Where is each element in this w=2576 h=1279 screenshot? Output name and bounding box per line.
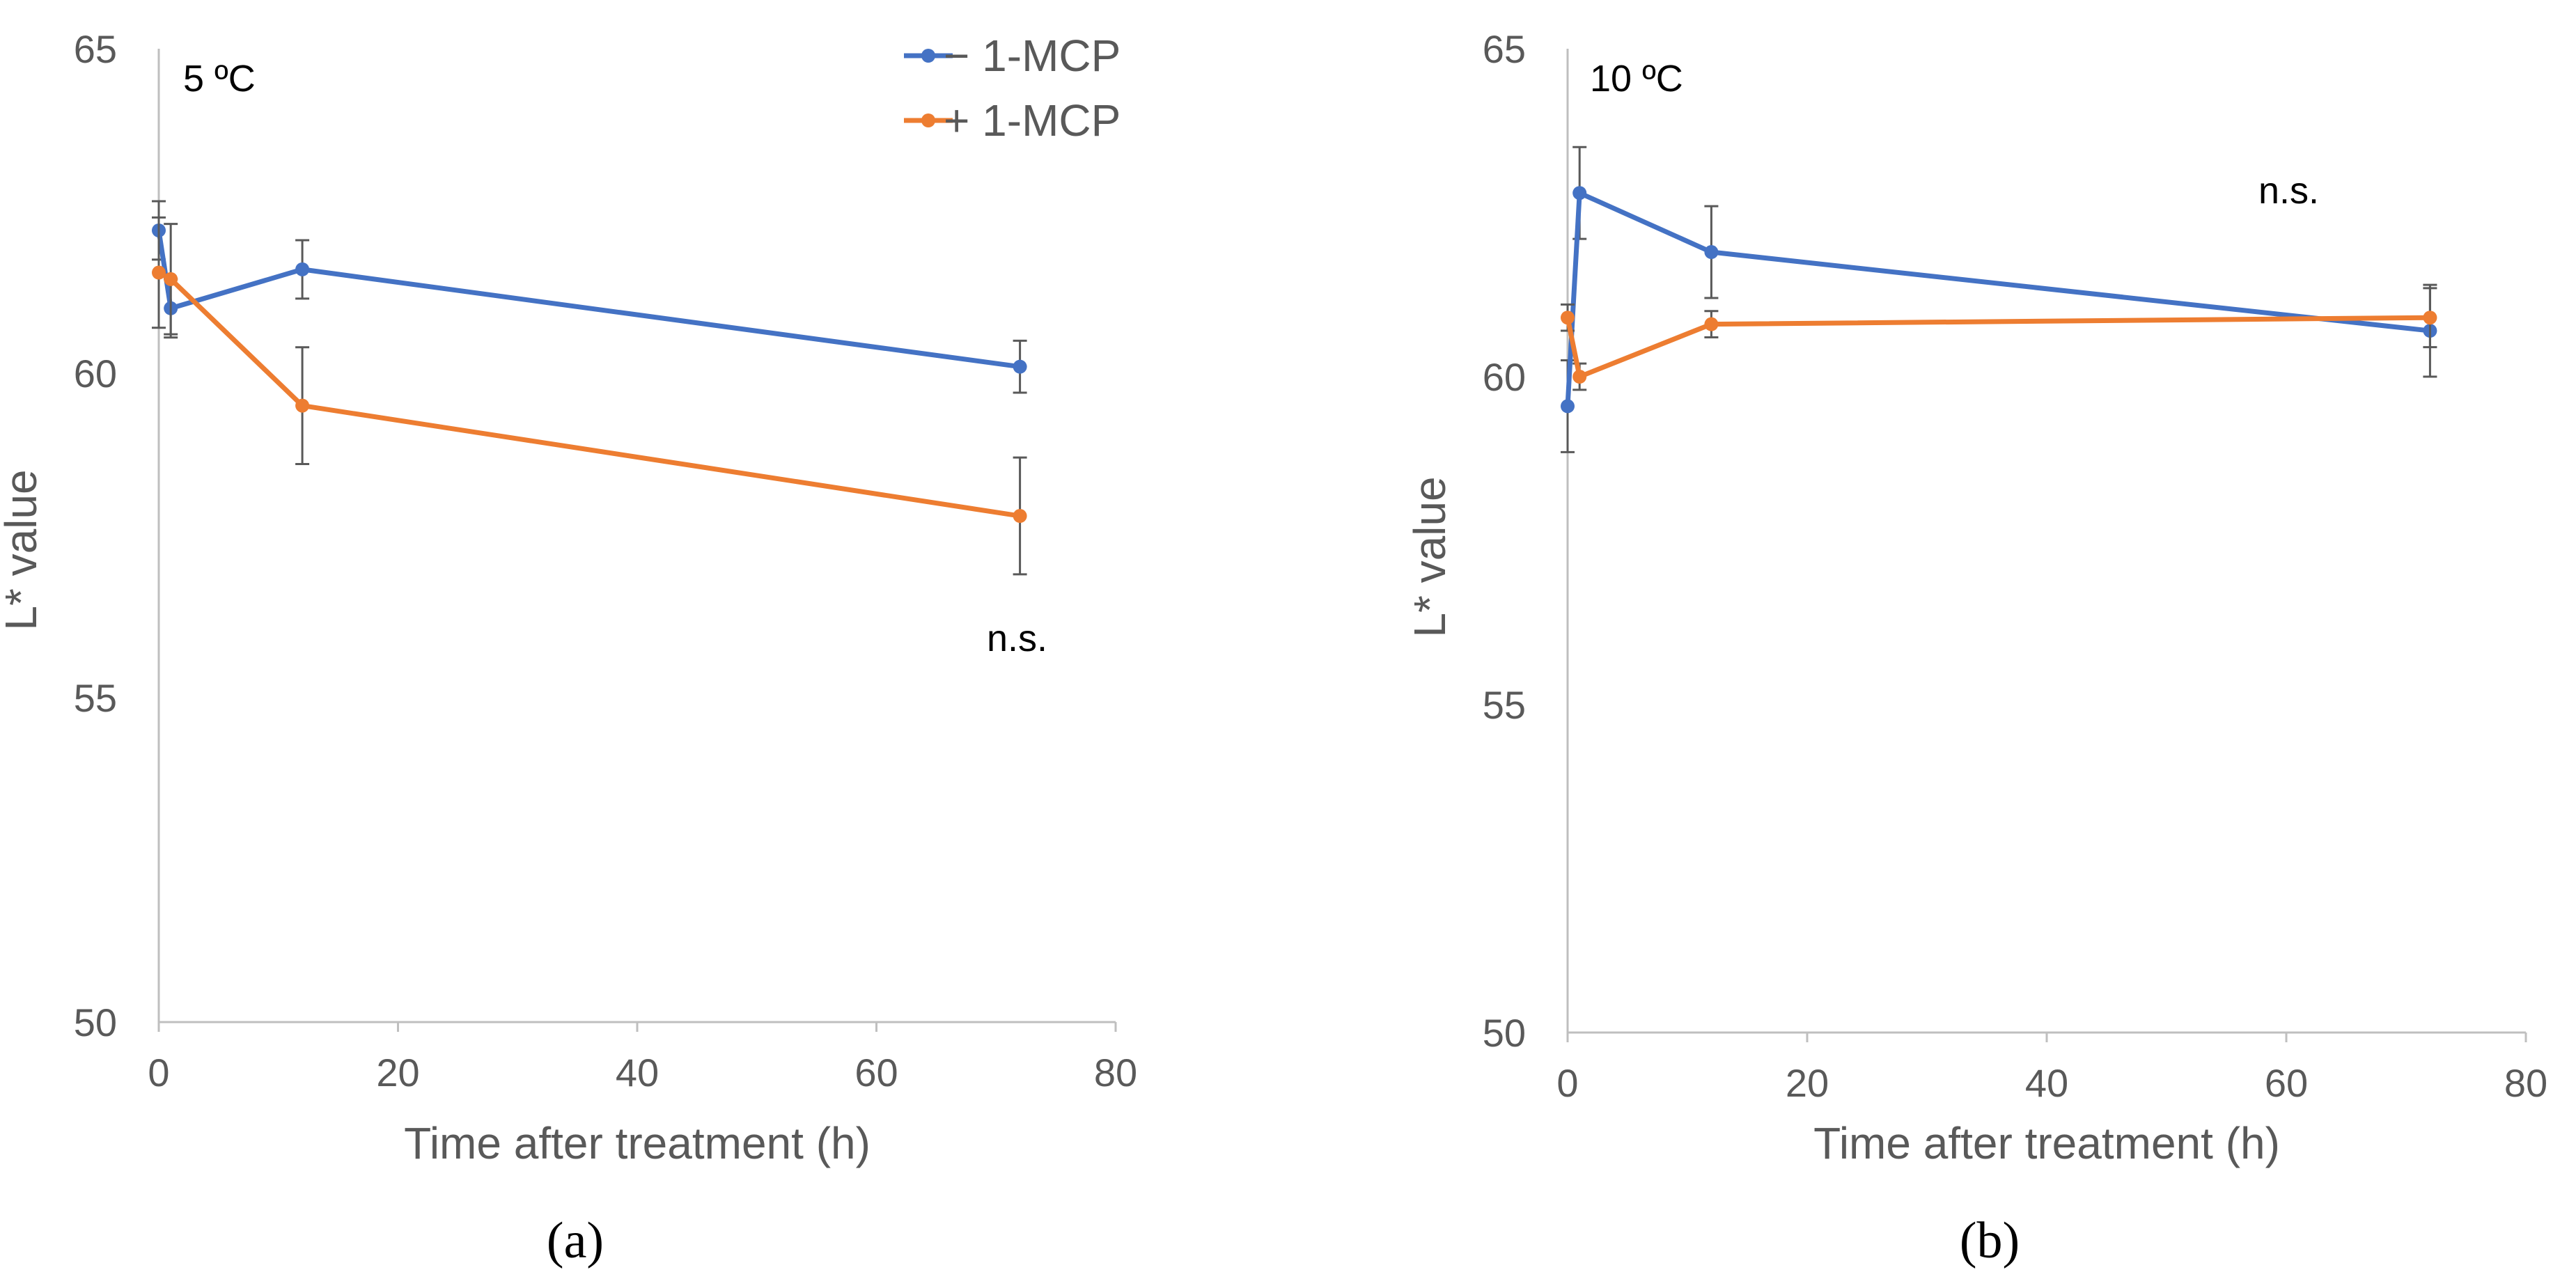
x-axis-title: Time after treatment (h) — [404, 1118, 871, 1168]
legend: − 1-MCP + 1-MCP — [904, 31, 1121, 146]
x-tick-label: 60 — [854, 1051, 898, 1094]
x-tick-label: 0 — [1556, 1061, 1578, 1105]
x-axis-title: Time after treatment (h) — [1813, 1118, 2280, 1168]
y-tick-label: 60 — [1483, 355, 1526, 399]
series-line-minus-1-mcp — [156, 230, 1021, 370]
y-tick-label: 50 — [74, 1001, 117, 1044]
data-point-plus-1-mcp — [2423, 311, 2437, 325]
y-tick-label: 60 — [74, 352, 117, 395]
data-point-plus-1-mcp — [1704, 317, 1719, 331]
x-tick-label: 40 — [616, 1051, 659, 1094]
panel-label: (a) — [547, 1212, 604, 1269]
temperature-annotation: 5 ºC — [183, 58, 256, 100]
legend-label: − 1-MCP — [944, 31, 1121, 81]
legend-swatch-marker — [921, 113, 935, 127]
x-tick-label: 60 — [2265, 1061, 2308, 1105]
data-point-plus-1-mcp — [1572, 370, 1587, 384]
series-line-minus-1-mcp — [1565, 190, 2430, 407]
y-axis-title: L* value — [1405, 476, 1455, 637]
y-axis-title: L* value — [0, 469, 46, 630]
data-point-plus-1-mcp — [1013, 509, 1027, 524]
x-tick-label: 80 — [1094, 1051, 1137, 1094]
data-point-plus-1-mcp — [152, 265, 166, 280]
y-tick-label: 55 — [1483, 683, 1526, 727]
data-point-minus-1-mcp — [1561, 399, 1575, 414]
significance-annotation: n.s. — [987, 618, 1047, 659]
y-tick-label: 65 — [1483, 27, 1526, 71]
data-point-minus-1-mcp — [295, 262, 310, 276]
legend-swatch-marker — [921, 49, 935, 63]
panel-a: 0 20 40 60 80 50 55 60 65 Time after treatment (h… — [0, 27, 1137, 1269]
y-tick-label: 50 — [1483, 1011, 1526, 1055]
x-tick-label: 20 — [376, 1051, 419, 1094]
y-tick-label: 65 — [74, 27, 117, 71]
data-point-minus-1-mcp — [1572, 186, 1587, 201]
x-tick-label: 0 — [148, 1051, 169, 1094]
x-tick-label: 40 — [2025, 1061, 2068, 1105]
legend-label: + 1-MCP — [944, 95, 1121, 146]
panel-label: (b) — [1960, 1212, 2020, 1269]
significance-annotation: n.s. — [2258, 170, 2319, 212]
x-tick-label: 20 — [1786, 1061, 1829, 1105]
y-tick-label: 55 — [74, 676, 117, 720]
data-point-plus-1-mcp — [164, 272, 178, 286]
data-point-minus-1-mcp — [1704, 245, 1719, 260]
data-point-plus-1-mcp — [295, 398, 310, 413]
panel-b: 0 20 40 60 80 50 55 60 65 Time after treatment (h… — [1405, 27, 2547, 1269]
series-line-plus-1-mcp — [1565, 315, 2430, 379]
data-point-minus-1-mcp — [1013, 359, 1027, 374]
x-tick-label: 80 — [2504, 1061, 2547, 1105]
data-point-plus-1-mcp — [1561, 311, 1575, 325]
temperature-annotation: 10 ºC — [1590, 58, 1683, 100]
